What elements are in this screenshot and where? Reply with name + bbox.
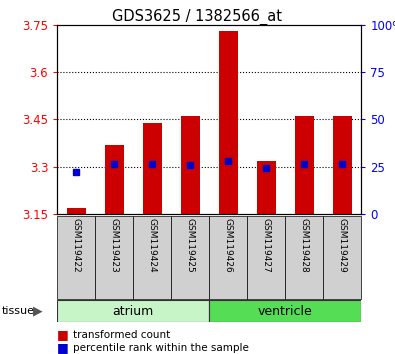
Text: percentile rank within the sample: percentile rank within the sample bbox=[73, 343, 249, 353]
Bar bbox=[295, 116, 314, 214]
Bar bbox=[67, 208, 86, 214]
Bar bbox=[209, 300, 361, 322]
Text: GSM119422: GSM119422 bbox=[72, 218, 81, 273]
Bar bbox=[219, 31, 238, 214]
Bar bbox=[247, 216, 286, 299]
Text: ■: ■ bbox=[57, 328, 69, 341]
Text: ▶: ▶ bbox=[33, 305, 42, 318]
Bar bbox=[105, 145, 124, 214]
Text: GSM119429: GSM119429 bbox=[338, 218, 347, 273]
Bar bbox=[324, 216, 361, 299]
Text: tissue: tissue bbox=[2, 306, 35, 316]
Bar bbox=[209, 216, 247, 299]
Text: GSM119427: GSM119427 bbox=[262, 218, 271, 273]
Text: atrium: atrium bbox=[113, 305, 154, 318]
Bar bbox=[134, 216, 171, 299]
Bar bbox=[257, 160, 276, 214]
Bar bbox=[286, 216, 324, 299]
Bar bbox=[181, 116, 200, 214]
Text: GSM119423: GSM119423 bbox=[110, 218, 119, 273]
Bar bbox=[57, 216, 95, 299]
Text: ventricle: ventricle bbox=[258, 305, 313, 318]
Bar bbox=[57, 300, 209, 322]
Text: GSM119425: GSM119425 bbox=[186, 218, 195, 273]
Bar bbox=[143, 122, 162, 214]
Bar bbox=[333, 116, 352, 214]
Text: GSM119424: GSM119424 bbox=[148, 218, 157, 273]
Text: transformed count: transformed count bbox=[73, 330, 170, 339]
Bar bbox=[171, 216, 209, 299]
Text: GSM119426: GSM119426 bbox=[224, 218, 233, 273]
Text: GSM119428: GSM119428 bbox=[300, 218, 309, 273]
Text: GDS3625 / 1382566_at: GDS3625 / 1382566_at bbox=[113, 9, 282, 25]
Bar bbox=[95, 216, 134, 299]
Text: ■: ■ bbox=[57, 341, 69, 354]
